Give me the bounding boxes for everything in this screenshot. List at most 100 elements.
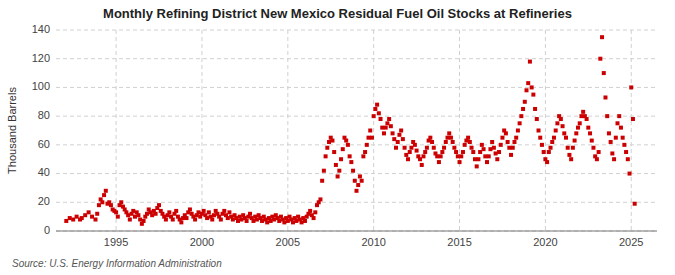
point xyxy=(461,150,465,154)
point xyxy=(83,213,87,217)
point xyxy=(550,140,554,144)
y-grid-line xyxy=(56,87,657,88)
point xyxy=(384,126,388,130)
point xyxy=(488,147,492,151)
point xyxy=(367,136,371,140)
point xyxy=(518,121,522,125)
x-grid-line xyxy=(201,30,202,231)
point xyxy=(451,140,455,144)
point xyxy=(325,146,329,150)
point xyxy=(531,93,535,97)
x-tick-label: 2000 xyxy=(190,236,214,248)
point xyxy=(245,219,249,223)
point xyxy=(600,35,604,39)
point xyxy=(138,218,142,222)
point xyxy=(97,203,101,207)
x-grid-line xyxy=(459,30,460,231)
point xyxy=(212,213,216,217)
point xyxy=(95,212,99,216)
y-grid-line xyxy=(56,58,657,59)
point xyxy=(561,124,565,128)
point xyxy=(286,219,290,223)
point xyxy=(509,153,513,157)
point xyxy=(428,136,432,140)
point xyxy=(408,150,412,154)
x-grid-line xyxy=(287,30,288,231)
point xyxy=(219,218,223,222)
chart: 0204060801001201401995200020052010201520… xyxy=(0,0,675,275)
point xyxy=(353,179,357,183)
point xyxy=(269,219,273,223)
point xyxy=(188,207,192,211)
point xyxy=(507,146,511,150)
points xyxy=(64,35,636,226)
point xyxy=(64,219,68,223)
point xyxy=(485,160,489,164)
point xyxy=(312,216,316,220)
point xyxy=(629,85,633,89)
y-tick-label: 60 xyxy=(38,138,50,150)
point xyxy=(401,137,405,141)
point xyxy=(291,220,295,224)
point xyxy=(622,143,626,147)
point xyxy=(167,210,171,214)
point xyxy=(373,107,377,111)
point xyxy=(597,150,601,154)
y-grid-line xyxy=(56,144,657,145)
point xyxy=(341,147,345,151)
point xyxy=(346,143,350,147)
x-grid-line xyxy=(116,30,117,231)
y-tick-label: 100 xyxy=(32,80,50,92)
point xyxy=(320,179,324,183)
point xyxy=(327,140,331,144)
point xyxy=(409,146,413,150)
x-tick-label: 2020 xyxy=(533,236,557,248)
x-tick-label: 2005 xyxy=(276,236,300,248)
point xyxy=(114,210,118,214)
point xyxy=(356,183,360,187)
point xyxy=(308,209,312,213)
point xyxy=(361,154,365,158)
point xyxy=(514,136,518,140)
point xyxy=(581,110,585,114)
point xyxy=(526,81,530,85)
point xyxy=(609,140,613,144)
point xyxy=(330,139,334,143)
point xyxy=(554,129,558,133)
point xyxy=(512,140,516,144)
point xyxy=(344,139,348,143)
grid xyxy=(56,30,657,231)
point xyxy=(348,154,352,158)
y-tick-label: 20 xyxy=(38,195,50,207)
point xyxy=(324,154,328,158)
point xyxy=(466,136,470,140)
point xyxy=(497,150,501,154)
point xyxy=(150,213,154,217)
x-axis-line xyxy=(56,231,657,232)
point xyxy=(157,203,161,207)
point xyxy=(397,133,401,137)
point xyxy=(136,213,140,217)
point xyxy=(624,150,628,154)
point xyxy=(251,219,255,223)
point xyxy=(567,153,571,157)
point xyxy=(154,212,158,216)
point xyxy=(506,140,510,144)
point xyxy=(444,140,448,144)
point xyxy=(358,174,362,178)
background xyxy=(0,0,675,275)
point xyxy=(128,218,132,222)
point xyxy=(360,179,364,183)
point xyxy=(394,146,398,150)
point xyxy=(142,219,146,223)
point xyxy=(387,117,391,121)
point xyxy=(500,136,504,140)
point xyxy=(226,216,230,220)
point xyxy=(406,157,410,161)
point xyxy=(260,219,264,223)
point xyxy=(614,136,618,140)
point xyxy=(458,160,462,164)
point xyxy=(375,103,379,107)
point xyxy=(380,126,384,130)
x-tick-label: 1995 xyxy=(104,236,128,248)
